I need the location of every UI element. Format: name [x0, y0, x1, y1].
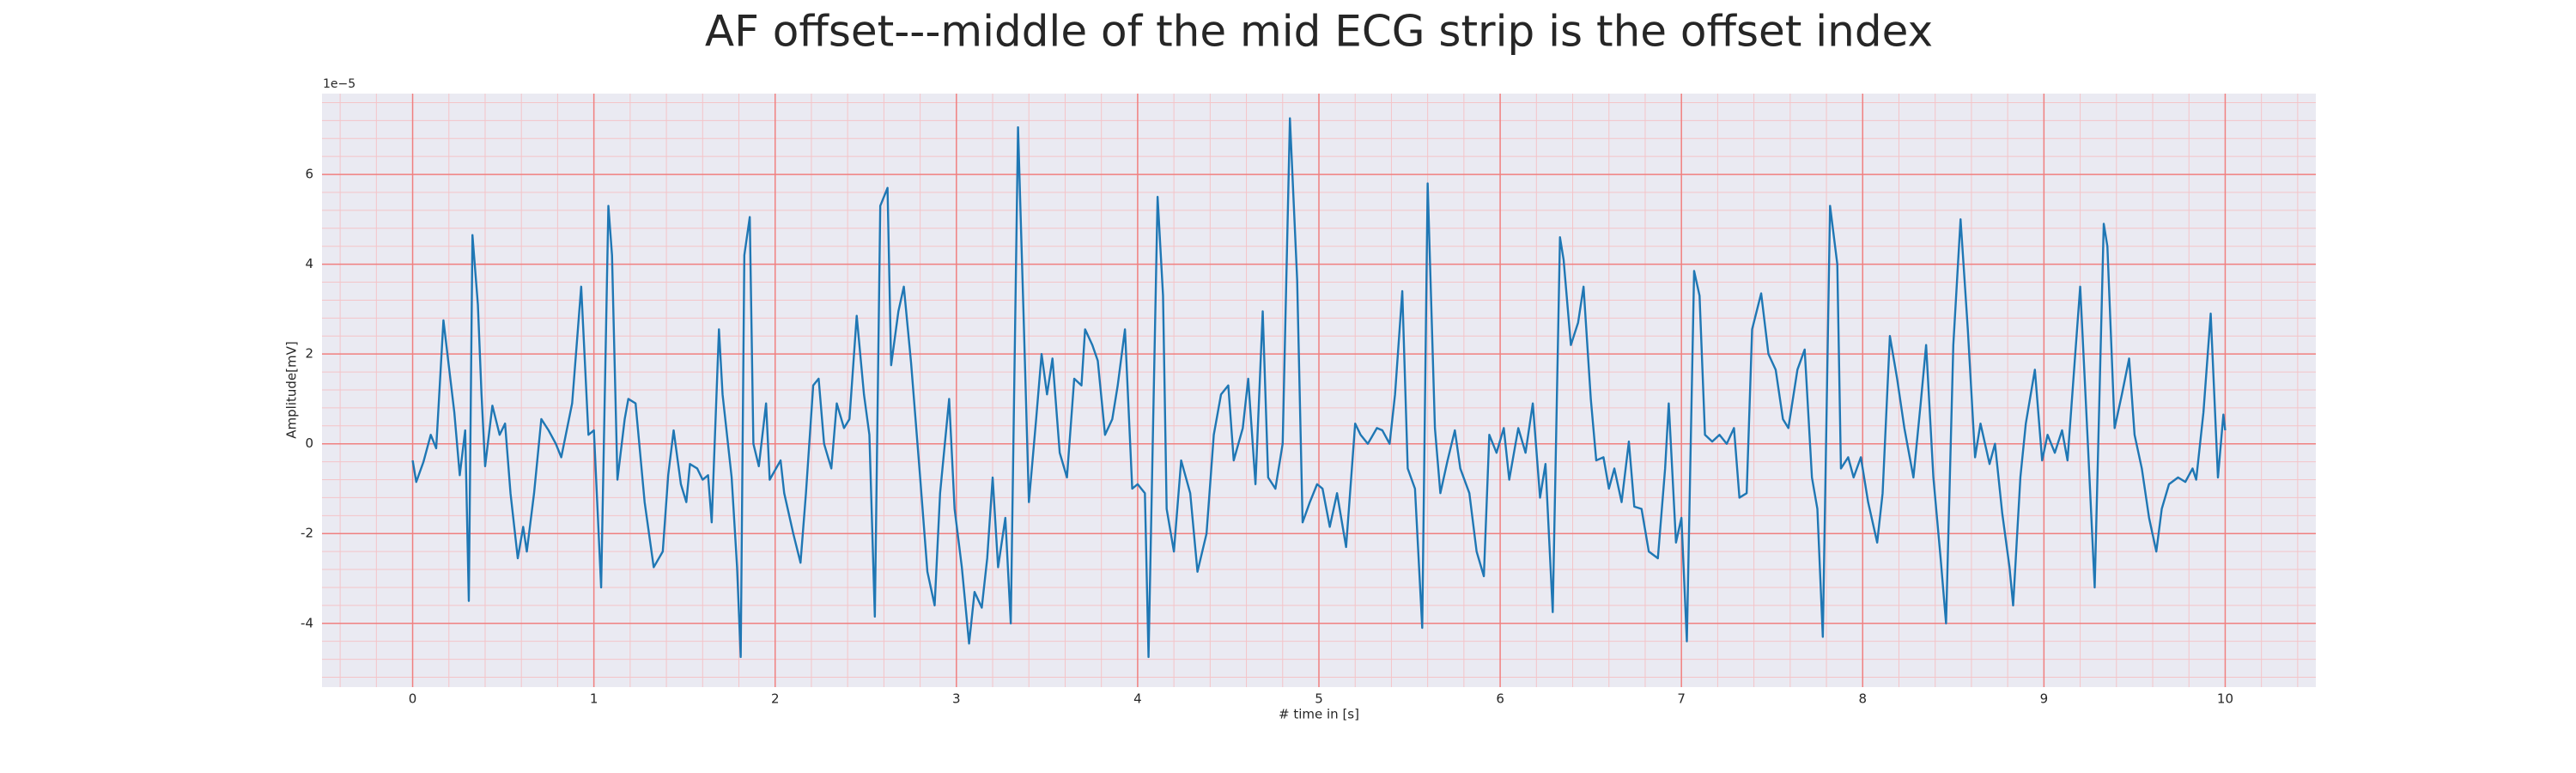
x-tick-label: 10 — [2217, 691, 2233, 707]
x-tick-label: 9 — [2040, 691, 2049, 707]
x-tick-label: 6 — [1496, 691, 1504, 707]
y-tick-label: 4 — [305, 256, 313, 271]
x-tick-label: 4 — [1133, 691, 1142, 707]
y-offset-label: 1e−5 — [323, 77, 355, 91]
y-tick-label: -2 — [301, 526, 313, 541]
y-tick-label: 2 — [305, 346, 313, 362]
x-tick-label: 8 — [1858, 691, 1867, 707]
y-tick-label: 6 — [305, 167, 313, 182]
y-tick-label: 0 — [305, 435, 313, 451]
x-tick-label: 2 — [771, 691, 780, 707]
x-tick-label: 3 — [952, 691, 961, 707]
ecg-line — [411, 117, 2227, 659]
chart-title: AF offset---middle of the mid ECG strip … — [705, 7, 1933, 57]
x-tick-label: 7 — [1677, 691, 1686, 707]
y-tick-label: -4 — [301, 615, 313, 630]
x-axis-label: # time in [s] — [1279, 707, 1359, 722]
x-tick-label: 5 — [1315, 691, 1323, 707]
x-tick-label: 1 — [590, 691, 598, 707]
y-axis-label: Amplitude[mV] — [284, 341, 300, 438]
x-tick-label: 0 — [409, 691, 417, 707]
